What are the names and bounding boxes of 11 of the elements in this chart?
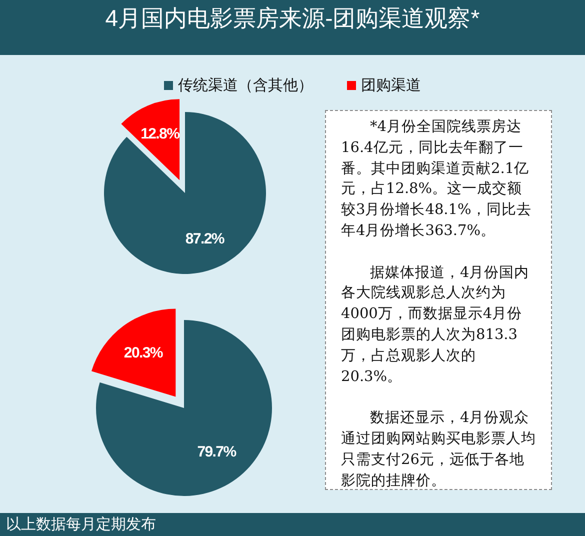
data-label: 87.2%	[185, 230, 224, 248]
legend-label: 传统渠道（含其他）	[178, 76, 313, 95]
data-label: 12.8%	[140, 125, 180, 142]
chart-title: 4月国内电影票房来源-团购渠道观察*	[104, 4, 481, 33]
text: 数据还显示，4月份观众通过团购网站购买电影票人均只需支付26元，远低于各地影院的挂牌价。	[341, 409, 537, 491]
text: *4月份全国院线票房达16.4亿元，同比去年翻了一番。其中团购渠道贡献2.1亿元，占12.8%。这一成交额较3月份增长48.1%，同比去年4月份增长363.7%。	[341, 118, 532, 241]
data-label: 79.7%	[197, 443, 236, 460]
text: 据媒体报道，4月份国内各大院线观影总人次约为4000万，而数据显示4月份团购电影票的人次为813.3万，占总观影人次的20.3%。	[341, 264, 530, 387]
legend-label: 团购渠道	[361, 76, 421, 95]
text: 以上数据每月定期发布	[6, 515, 156, 535]
data-label: 20.3%	[124, 344, 163, 362]
